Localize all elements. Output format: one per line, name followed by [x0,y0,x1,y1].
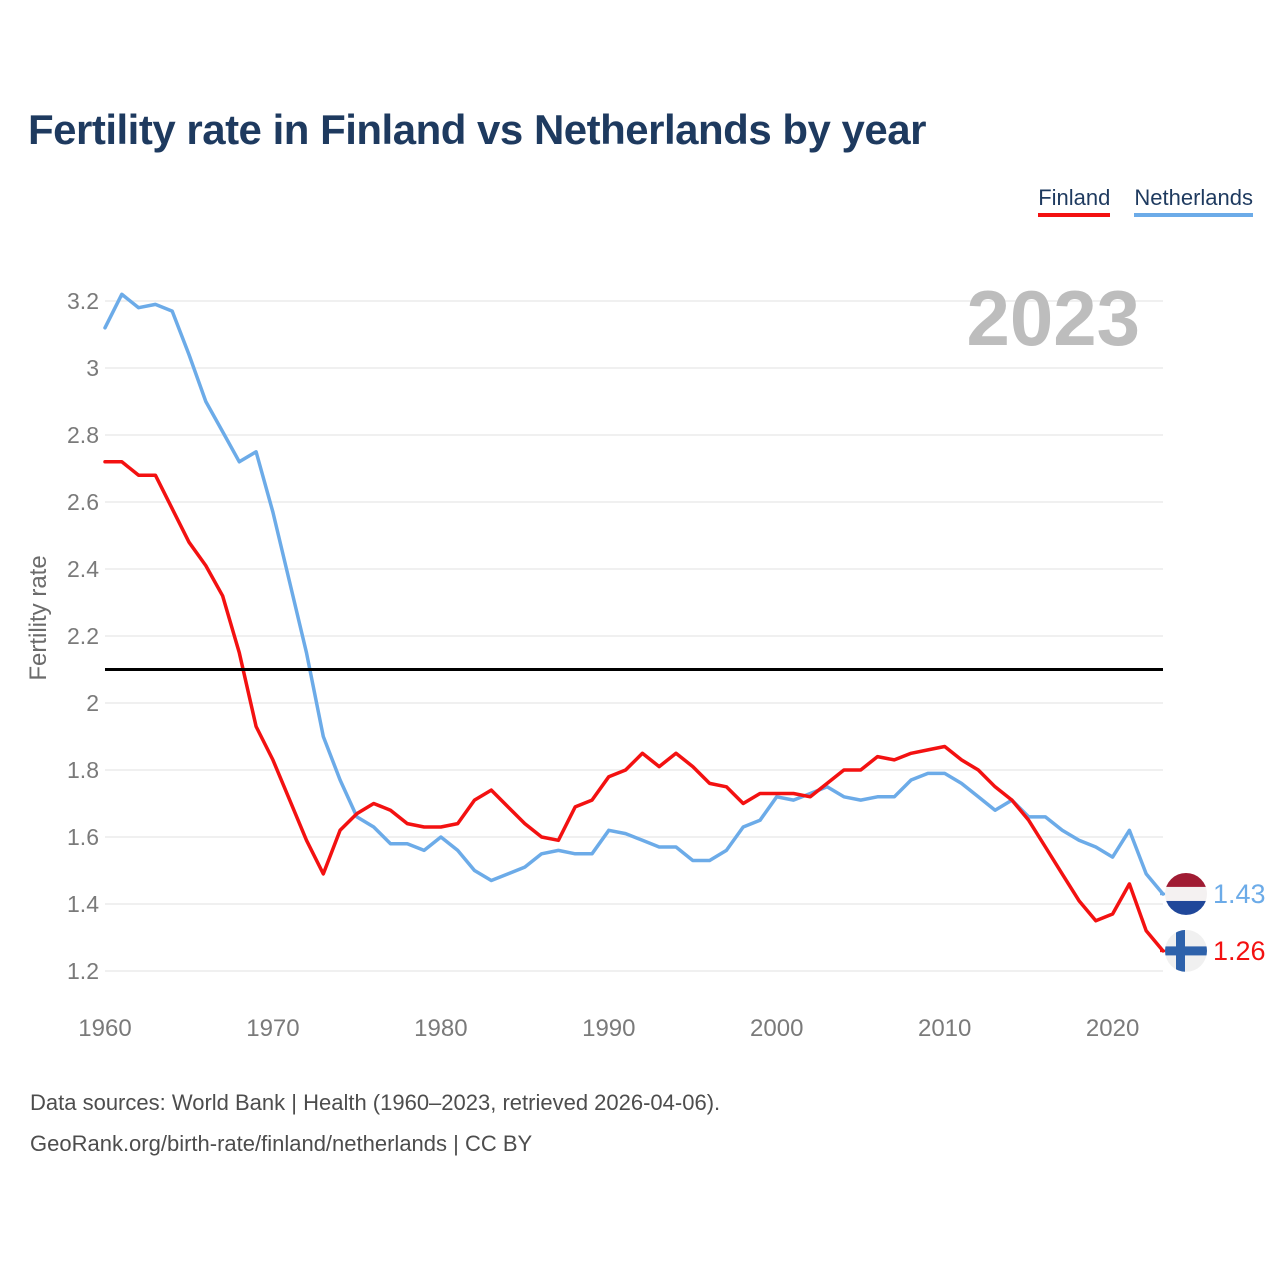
y-tick-label: 3.2 [67,288,99,314]
x-tick-label: 1980 [414,1015,467,1042]
y-axis-title: Fertility rate [25,555,52,680]
y-tick-label: 2.6 [67,489,99,515]
source-attribution: Data sources: World Bank | Health (1960–… [30,1082,720,1164]
finland-end-value: 1.26 [1213,936,1266,966]
y-tick-label: 2 [86,690,99,716]
finland-flag-icon [1165,929,1207,972]
x-tick-label: 1960 [78,1015,131,1042]
legend-label-finland: Finland [1038,185,1111,210]
y-tick-label: 2.2 [67,623,99,649]
x-tick-label: 2010 [918,1015,971,1042]
source-line-2: GeoRank.org/birth-rate/finland/netherlan… [30,1131,533,1156]
x-tick-label: 1990 [582,1015,635,1042]
netherlands-flag-icon [1165,872,1207,915]
year-watermark: 2023 [966,274,1140,362]
legend-swatch-finland [1038,213,1111,217]
flag-band-top [1165,872,1207,887]
finland-line[interactable] [103,460,1165,953]
flag-cross-vertical [1176,929,1185,972]
x-tick-label: 2000 [750,1015,803,1042]
y-tick-label: 1.4 [67,891,99,917]
page-title: Fertility rate in Finland vs Netherlands… [28,106,926,153]
y-tick-label: 1.6 [67,824,99,850]
y-tick-label: 2.4 [67,556,99,582]
flag-band-middle [1165,886,1207,901]
legend-item-netherlands[interactable]: Netherlands [1134,185,1253,217]
x-tick-label: 2020 [1086,1015,1139,1042]
legend: Finland Netherlands [1038,185,1253,217]
legend-swatch-netherlands [1134,213,1253,217]
x-tick-label: 1970 [246,1015,299,1042]
legend-item-finland[interactable]: Finland [1038,185,1111,217]
y-tick-label: 3 [86,355,99,381]
flag-cross-horizontal [1165,946,1207,956]
y-tick-label: 1.2 [67,958,99,984]
netherlands-end-value: 1.43 [1213,879,1266,909]
source-line-1: Data sources: World Bank | Health (1960–… [30,1090,721,1115]
y-tick-label: 2.8 [67,422,99,448]
flag-band-bottom [1165,900,1207,915]
legend-label-netherlands: Netherlands [1134,185,1253,210]
y-tick-label: 1.8 [67,757,99,783]
netherlands-line[interactable] [103,292,1165,896]
